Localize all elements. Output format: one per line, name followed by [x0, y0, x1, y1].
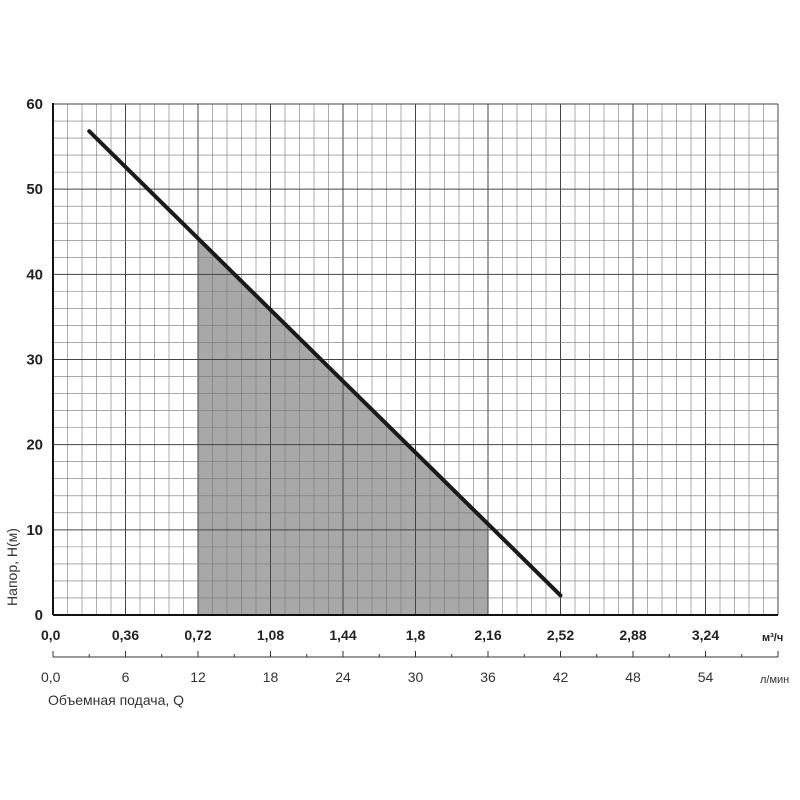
- x-tick-label-secondary: 12: [190, 669, 206, 685]
- y-tick-label: 10: [26, 522, 43, 539]
- y-tick-label: 40: [26, 266, 43, 283]
- x-tick-label-secondary: 54: [698, 669, 714, 685]
- x-tick-label-primary: 1,08: [257, 627, 284, 643]
- x-tick-label-primary: 2,88: [619, 627, 646, 643]
- head-curve-layer: [87, 129, 563, 598]
- y-tick-label: 20: [26, 437, 43, 454]
- y-tick-label: 0: [35, 607, 43, 624]
- x-tick-label-primary: 1,8: [406, 627, 426, 643]
- x-tick-label-secondary: 48: [625, 669, 641, 685]
- x-unit-secondary: л/мин: [760, 674, 789, 686]
- grid: [52, 103, 779, 616]
- x-tick-label-primary: 0,0: [41, 627, 61, 643]
- y-tick-label: 60: [26, 96, 43, 113]
- y-axis-title: Напор, Н(м): [4, 528, 20, 606]
- x-tick-label-secondary: 30: [408, 669, 424, 685]
- x-tick-label-primary: 2,52: [547, 627, 574, 643]
- x-tick-label-primary: 1,44: [329, 627, 356, 643]
- x-tick-label-secondary: 0,0: [41, 669, 61, 685]
- y-tick-label: 30: [26, 352, 43, 369]
- y-tick-labels: 0 10 20 30 40 50 60: [26, 96, 43, 624]
- x-tick-label-secondary: 6: [122, 669, 130, 685]
- x-tick-label-secondary: 36: [480, 669, 496, 685]
- x-tick-label-primary: 3,24: [692, 627, 719, 643]
- x-tick-label-primary: 0,72: [184, 627, 211, 643]
- x-tick-label-primary: 2,16: [474, 627, 501, 643]
- x-tick-labels-secondary: 0,0 6 12 18 24 30 36 42 48 54: [41, 669, 713, 685]
- x-axis-title: Объемная подача, Q: [48, 692, 184, 708]
- head-curve-line: [87, 129, 563, 598]
- x-tick-label-primary: 0,36: [112, 627, 139, 643]
- x-tick-label-secondary: 42: [553, 669, 569, 685]
- axes: [52, 103, 779, 658]
- x-tick-label-secondary: 24: [335, 669, 351, 685]
- x-tick-label-secondary: 18: [263, 669, 279, 685]
- x-tick-labels-primary: 0,0 0,36 0,72 1,08 1,44 1,8 2,16 2,52 2,88 3,24: [41, 627, 719, 643]
- y-tick-label: 50: [26, 181, 43, 198]
- x-unit-primary: м³/ч: [762, 632, 783, 644]
